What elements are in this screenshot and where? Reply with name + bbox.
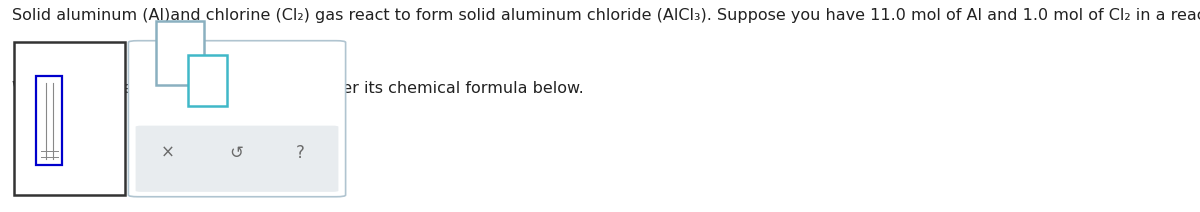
Bar bbox=[14, 42, 125, 195]
Text: What would be the limiting reactant? Enter its chemical formula below.: What would be the limiting reactant? Ent… bbox=[12, 81, 583, 96]
Text: ?: ? bbox=[295, 144, 305, 162]
Bar bbox=[156, 21, 204, 85]
Bar bbox=[36, 76, 62, 165]
Text: Solid aluminum (Al)and chlorine (Cl₂) gas react to form solid aluminum chloride : Solid aluminum (Al)and chlorine (Cl₂) ga… bbox=[12, 8, 1200, 24]
Text: ×: × bbox=[161, 144, 175, 162]
FancyBboxPatch shape bbox=[136, 126, 338, 192]
Bar bbox=[188, 55, 227, 106]
Text: ↺: ↺ bbox=[229, 144, 244, 162]
FancyBboxPatch shape bbox=[128, 41, 346, 197]
